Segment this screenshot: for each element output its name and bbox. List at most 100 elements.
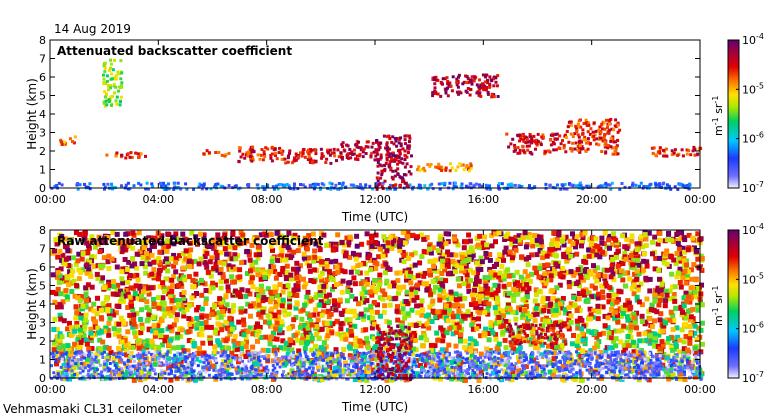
heat-cell bbox=[74, 321, 80, 326]
heat-cell bbox=[503, 245, 509, 251]
heat-cell bbox=[652, 266, 658, 272]
heat-cell bbox=[530, 137, 534, 141]
heat-cell bbox=[615, 264, 621, 269]
heat-cell bbox=[72, 328, 78, 334]
heat-cell bbox=[78, 330, 84, 336]
heat-cell bbox=[104, 356, 110, 361]
heat-cell bbox=[377, 282, 383, 288]
heat-cell bbox=[588, 185, 591, 189]
heat-cell bbox=[567, 238, 573, 244]
heat-cell bbox=[506, 319, 512, 325]
heat-cell bbox=[442, 263, 448, 269]
heat-cell bbox=[332, 358, 338, 364]
heat-cell bbox=[578, 150, 582, 154]
heat-cell bbox=[668, 366, 674, 372]
heat-cell bbox=[236, 290, 242, 296]
heat-cell bbox=[216, 182, 220, 186]
heat-cell bbox=[621, 342, 627, 348]
heat-cell bbox=[472, 79, 476, 83]
heat-cell bbox=[677, 349, 682, 355]
heat-cell bbox=[334, 371, 340, 377]
heat-cell bbox=[97, 337, 103, 343]
heat-cell bbox=[445, 318, 451, 324]
heat-cell bbox=[442, 309, 448, 315]
heat-cell bbox=[503, 345, 509, 351]
heat-cell bbox=[520, 324, 525, 330]
heat-cell bbox=[579, 147, 583, 151]
heat-cell bbox=[415, 282, 420, 288]
heat-cell bbox=[56, 280, 62, 286]
heat-cell bbox=[229, 256, 235, 262]
heat-cell bbox=[114, 231, 120, 237]
heat-cell bbox=[250, 344, 256, 350]
heat-cell bbox=[321, 320, 327, 326]
heat-cell bbox=[385, 147, 389, 151]
heat-cell bbox=[278, 245, 284, 251]
heat-cell bbox=[384, 248, 390, 254]
heat-cell bbox=[665, 373, 671, 379]
heat-cell bbox=[374, 182, 378, 185]
heat-cell bbox=[339, 289, 345, 295]
heat-cell bbox=[361, 155, 365, 159]
heat-cell bbox=[556, 232, 562, 238]
colorbar-tick-label: 10-7 bbox=[742, 180, 764, 195]
heat-cell bbox=[691, 262, 697, 268]
heat-cell bbox=[145, 181, 149, 185]
heat-cell bbox=[286, 342, 292, 347]
heat-cell bbox=[692, 370, 698, 376]
heat-cell bbox=[150, 182, 154, 186]
heat-cell bbox=[61, 366, 67, 371]
heat-cell bbox=[668, 309, 674, 315]
heat-cell bbox=[681, 346, 687, 352]
heat-cell bbox=[262, 185, 266, 189]
heat-cell bbox=[271, 377, 276, 382]
colorbar-tick-label: 10-6 bbox=[742, 131, 764, 146]
heat-cell bbox=[295, 337, 300, 343]
heat-cell bbox=[171, 322, 177, 328]
heat-cell bbox=[595, 303, 601, 309]
heat-cell bbox=[186, 316, 192, 321]
heat-cell bbox=[387, 164, 391, 168]
heat-cell bbox=[429, 163, 433, 166]
heat-cell bbox=[405, 311, 411, 317]
heat-cell bbox=[681, 154, 685, 158]
heat-cell bbox=[375, 187, 379, 191]
heat-cell bbox=[264, 146, 268, 150]
heat-cell bbox=[495, 306, 501, 312]
heat-cell bbox=[517, 288, 523, 293]
heat-cell bbox=[105, 308, 111, 314]
heat-cell bbox=[578, 142, 581, 146]
heat-cell bbox=[118, 103, 122, 107]
heat-cell bbox=[556, 260, 561, 266]
heat-cell bbox=[663, 251, 669, 257]
heat-cell bbox=[370, 315, 376, 321]
heat-cell bbox=[372, 321, 378, 327]
heat-cell bbox=[57, 312, 63, 318]
heat-cell bbox=[108, 350, 114, 355]
heat-cell bbox=[519, 307, 524, 313]
heat-cell bbox=[416, 320, 422, 326]
heat-cell bbox=[549, 247, 555, 253]
heat-cell bbox=[502, 273, 507, 279]
heat-cell bbox=[568, 301, 574, 307]
heat-cell bbox=[401, 147, 405, 151]
feature-cloud-0500 bbox=[202, 149, 231, 158]
heat-cell bbox=[469, 352, 475, 358]
heat-cell bbox=[389, 245, 395, 251]
heat-cell bbox=[109, 66, 112, 70]
heat-cell bbox=[380, 171, 384, 175]
heat-cell bbox=[402, 173, 406, 177]
heat-cell bbox=[224, 302, 230, 308]
heat-cell bbox=[554, 344, 560, 350]
heat-cell bbox=[139, 307, 145, 313]
heat-cell bbox=[396, 162, 400, 166]
heat-cell bbox=[634, 268, 640, 274]
heat-cell bbox=[415, 234, 420, 240]
heat-cell bbox=[588, 348, 594, 354]
heat-cell bbox=[393, 154, 397, 158]
heat-cell bbox=[225, 284, 231, 290]
heat-cell bbox=[375, 140, 378, 144]
heat-cell bbox=[389, 168, 393, 172]
heat-cell bbox=[525, 310, 531, 316]
heat-cell bbox=[596, 309, 602, 315]
